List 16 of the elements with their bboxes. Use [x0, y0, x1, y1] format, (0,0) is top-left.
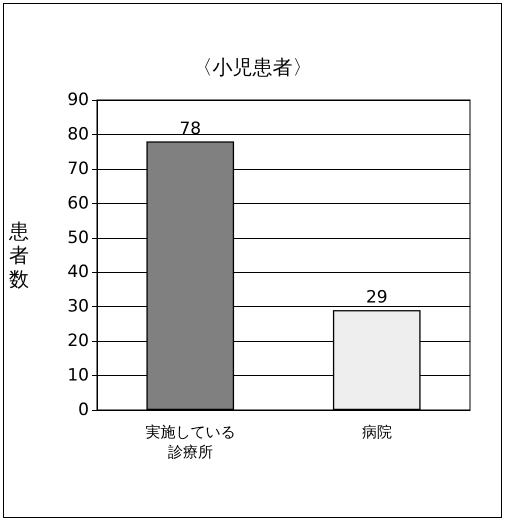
y-tick-label: 60: [67, 193, 89, 214]
x-tick-label: 実施している診療所: [145, 423, 236, 461]
chart-title: 〈小児患者〉: [192, 55, 312, 79]
y-tick-label: 90: [67, 90, 89, 110]
y-tick-label: 70: [67, 158, 89, 179]
y-tick-label: 20: [67, 331, 89, 352]
y-tick-label: 40: [67, 262, 89, 282]
y-tick-label: 0: [78, 400, 89, 420]
y-axis-title: 患者数: [8, 219, 29, 291]
y-tick-label: 10: [67, 366, 89, 386]
data-label: 78: [179, 118, 202, 139]
y-tick-label: 30: [67, 296, 89, 317]
y-tick-label: 80: [67, 124, 89, 144]
y-tick-label: 50: [67, 228, 89, 248]
x-tick-label: 病院: [362, 423, 392, 441]
data-label: 29: [366, 288, 388, 308]
